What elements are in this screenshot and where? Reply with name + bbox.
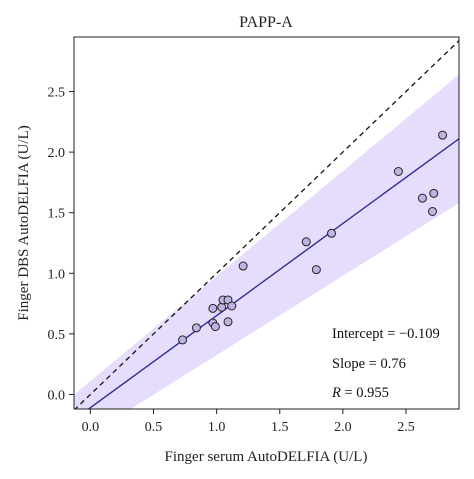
data-point-13 — [311, 265, 321, 275]
x-tick-label: 0.5 — [145, 420, 163, 435]
y-tick-label: 0.0 — [48, 388, 66, 403]
x-tick-label: 2.0 — [334, 420, 352, 435]
data-point-2 — [191, 323, 201, 333]
x-tick-label: 0.0 — [82, 420, 100, 435]
intercept-annotation: Intercept = −0.109 — [332, 326, 440, 342]
data-point-12 — [301, 237, 311, 247]
y-axis: 0.0 0.5 1.0 1.5 2.0 2.5 — [48, 86, 74, 403]
data-point-14 — [327, 228, 337, 238]
y-tick-label: 1.0 — [48, 267, 66, 282]
regression-line — [87, 138, 459, 409]
slope-annotation: Slope = 0.76 — [332, 356, 406, 372]
data-point-15 — [393, 167, 403, 177]
data-point-4 — [208, 303, 218, 313]
data-point-18 — [429, 188, 439, 198]
data-point-5 — [210, 322, 220, 332]
plot-frame — [73, 36, 460, 410]
data-point-11 — [238, 261, 248, 271]
data-point-9 — [223, 317, 233, 327]
x-tick-label: 2.5 — [397, 420, 415, 435]
data-point-17 — [427, 206, 437, 216]
y-tick-label: 2.5 — [48, 86, 66, 101]
identity-line — [74, 40, 459, 409]
stats-annotations: Intercept = −0.109 Slope = 0.76 R = 0.95… — [331, 326, 440, 401]
data-point-10 — [227, 301, 237, 311]
y-tick-label: 2.0 — [48, 146, 66, 161]
y-axis-label: Finger DBS AutoDELFIA (U/L) — [16, 125, 32, 320]
r-value: = 0.955 — [341, 385, 389, 401]
y-tick-label: 1.5 — [48, 207, 66, 222]
x-tick-label: 1.5 — [271, 420, 289, 435]
data-point-1 — [178, 335, 188, 345]
x-axis-label: Finger serum AutoDELFIA (U/L) — [165, 449, 368, 465]
x-tick-label: 1.0 — [208, 420, 226, 435]
data-point-6 — [217, 302, 227, 312]
x-axis: 0.0 0.5 1.0 1.5 2.0 2.5 — [82, 409, 415, 435]
y-tick-label: 0.5 — [48, 328, 66, 343]
prediction-band — [74, 74, 459, 409]
plot-area — [74, 40, 459, 409]
chart-title: PAPP-A — [239, 14, 293, 31]
data-point-19 — [438, 130, 448, 140]
data-point-16 — [417, 193, 427, 203]
r-annotation: R = 0.955 — [331, 385, 389, 401]
r-symbol: R — [331, 385, 341, 401]
